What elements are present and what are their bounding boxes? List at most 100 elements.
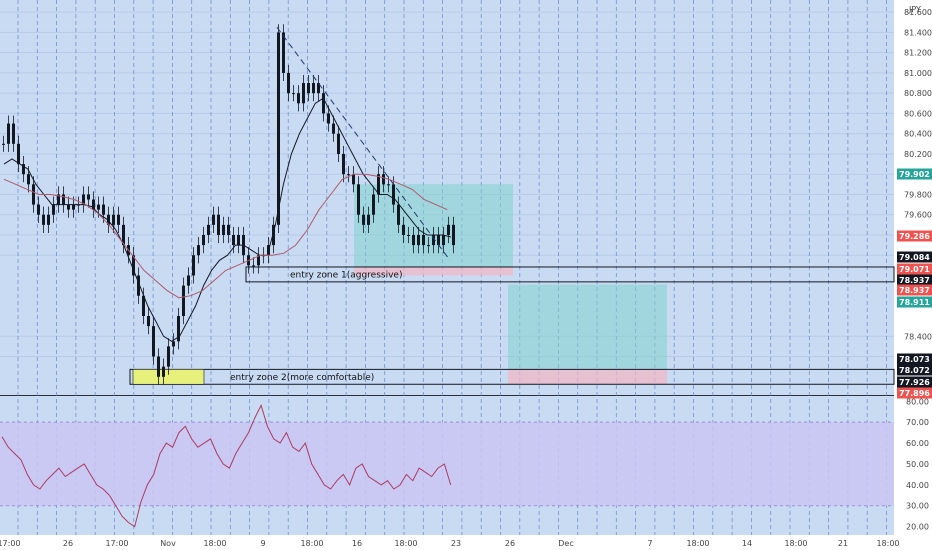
candle-body <box>417 234 420 246</box>
time-tick-label: 18:00 <box>394 539 417 548</box>
candle-body <box>262 255 265 257</box>
oscillator-band-fill <box>0 422 894 506</box>
currency-label: JPY <box>908 5 921 14</box>
oscillator-line <box>1 404 452 528</box>
stop-loss-area <box>354 266 513 276</box>
candle-body <box>257 255 260 266</box>
candle-body <box>372 194 375 215</box>
price-tag-label: 78.073 <box>899 355 930 364</box>
candle-body <box>2 143 5 145</box>
candle-body <box>422 234 425 246</box>
candle-body <box>397 204 400 225</box>
candle-body <box>367 214 370 225</box>
price-tag-bg <box>897 376 932 388</box>
candle-body <box>437 234 440 246</box>
candle-body <box>232 234 235 246</box>
moving-average-line <box>3 173 448 299</box>
price-tick-label: 80.600 <box>904 109 932 118</box>
time-tick-label: Nov <box>160 539 176 548</box>
candle-body <box>137 275 140 296</box>
time-tick-label: 26 <box>505 539 515 548</box>
price-tick-label: 81.200 <box>904 49 932 58</box>
candle-body <box>297 93 300 104</box>
entry-zone-label: entry zone 1(aggressive) <box>290 270 402 280</box>
candle-body <box>412 234 415 246</box>
price-tag-bg <box>897 168 932 180</box>
price-tick-label: 80.200 <box>904 150 932 159</box>
stop-loss-area <box>508 369 667 385</box>
price-tag-label: 79.902 <box>899 170 930 179</box>
trendline[interactable] <box>276 27 451 261</box>
price-tick-label: 80.400 <box>904 130 932 139</box>
candle-body <box>157 356 160 377</box>
candle-body <box>192 255 195 276</box>
candle-body <box>327 113 330 124</box>
candle-body <box>312 83 315 94</box>
price-tag-bg <box>897 274 932 286</box>
candle-body <box>177 316 180 342</box>
time-tick-label: 18:00 <box>876 539 899 548</box>
price-tag-label: 78.937 <box>899 276 930 285</box>
candle-body <box>337 133 340 154</box>
candle-body <box>167 346 170 367</box>
price-tick-label: 80.800 <box>904 89 932 98</box>
candle-body <box>432 234 435 246</box>
candles <box>2 24 455 385</box>
candle-body <box>277 32 280 225</box>
candle-body <box>172 341 175 347</box>
time-tick-label: 23 <box>451 539 461 548</box>
price-tick-label: 81.600 <box>904 8 932 17</box>
candle-body <box>132 255 135 276</box>
time-tick-label: 17:00 <box>0 539 21 548</box>
candle-body <box>112 214 115 225</box>
take-profit-area <box>354 184 513 267</box>
oscillator-tick-label: 50.00 <box>906 460 929 469</box>
trendline-dashed <box>276 27 451 261</box>
price-tag-label: 78.937 <box>899 286 930 295</box>
entry-zone-label: entry zone 2(more comfortable) <box>230 373 374 383</box>
candle-body <box>7 123 10 144</box>
candle-body <box>12 123 15 144</box>
price-tag-label: 77.926 <box>899 378 930 387</box>
candle-body <box>237 234 240 246</box>
candle-body <box>387 184 390 186</box>
oscillator-path <box>1 404 452 528</box>
time-tick-label: 7 <box>647 539 652 548</box>
candle-body <box>147 316 150 327</box>
price-tag-bg <box>897 353 932 365</box>
candle-body <box>97 204 100 210</box>
candle-body <box>377 174 380 195</box>
candle-body <box>207 224 210 235</box>
candle-body <box>272 224 275 246</box>
price-tag-label: 79.286 <box>899 232 930 241</box>
time-tick-label: 14 <box>742 539 752 548</box>
price-tick-label: 81.400 <box>904 28 932 37</box>
time-tick-label: 17:00 <box>105 539 128 548</box>
candle-body <box>152 326 155 357</box>
price-tag-bg <box>897 251 932 263</box>
time-axis[interactable]: 17:00 26 17:00 Nov 18:00 9 18:00 16 18:00 23 26 Dec… <box>0 539 900 548</box>
candle-body <box>122 224 125 246</box>
candle-body <box>92 199 95 210</box>
candle-body <box>307 83 310 94</box>
price-tag-label: 78.072 <box>899 366 930 375</box>
take-profit-area <box>508 284 667 370</box>
moving-averages <box>3 97 452 342</box>
candle-body <box>42 214 45 225</box>
price-tick-label: 79.800 <box>904 190 932 199</box>
time-tick-label: 18:00 <box>686 539 709 548</box>
candle-body <box>442 234 445 246</box>
price-tag-bg <box>897 263 932 275</box>
oscillator-tick-label: 60.00 <box>906 439 929 448</box>
price-tag-bg <box>897 296 932 308</box>
oscillator-axis[interactable]: 80.00 70.00 60.00 50.00 40.00 30.00 20.00 <box>906 397 929 531</box>
candle-body <box>227 224 230 235</box>
time-tick-label: 18:00 <box>784 539 807 548</box>
position-boxes[interactable] <box>354 184 667 385</box>
candle-body <box>427 245 430 247</box>
candle-body <box>57 194 60 205</box>
candle-body <box>52 204 55 215</box>
entry-zones[interactable]: entry zone 1(aggressive) entry zone 2(mor… <box>129 266 895 385</box>
